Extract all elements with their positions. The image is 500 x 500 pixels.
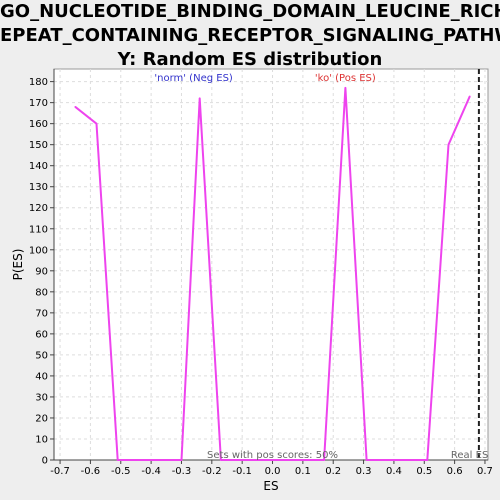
x-tick-label: -0.7 xyxy=(50,466,70,477)
chart-title: GO_NUCLEOTIDE_BINDING_DOMAIN_LEUCINE_RIC… xyxy=(0,0,500,72)
series-line xyxy=(74,86,471,461)
y-tick-label: 90 xyxy=(35,266,48,277)
data-point xyxy=(387,459,389,461)
x-tick-label: -0.1 xyxy=(232,466,252,477)
y-tick-label: 110 xyxy=(29,224,48,235)
y-tick-label: 100 xyxy=(29,245,48,256)
title-line-3: Y: Random ES distribution xyxy=(117,49,383,70)
y-axis: 0 10 20 30 40 50 60 70 80 90 100 110 120 130 140 150 160… xyxy=(29,69,55,467)
x-axis-label: ES xyxy=(263,479,278,493)
data-point xyxy=(116,459,119,461)
x-axis: -0.7 -0.6 -0.5 -0.4 -0.3 -0.2 -0.1 0.0 0.1 0.2 0.3… xyxy=(50,459,493,477)
data-point xyxy=(408,459,410,461)
data-point xyxy=(323,459,325,461)
data-point xyxy=(344,87,347,89)
data-point xyxy=(95,122,98,125)
series-layer xyxy=(74,86,471,461)
x-tick-label: 0.1 xyxy=(295,466,311,477)
data-point xyxy=(198,97,201,100)
pos-es-label: 'ko' (Pos ES) xyxy=(315,73,376,84)
title-line-2: EPEAT_CONTAINING_RECEPTOR_SIGNALING_PATH… xyxy=(0,25,500,46)
x-tick-label: 0.0 xyxy=(265,466,281,477)
y-axis-label: P(ES) xyxy=(11,249,25,281)
data-point xyxy=(220,459,222,461)
y-tick-label: 170 xyxy=(29,98,48,109)
y-tick-label: 120 xyxy=(29,203,48,214)
x-tick-label: 0.4 xyxy=(386,466,402,477)
data-point xyxy=(74,106,77,108)
neg-es-label: 'norm' (Neg ES) xyxy=(154,73,233,84)
x-tick-label: 0.5 xyxy=(416,466,432,477)
y-tick-label: 160 xyxy=(29,119,48,130)
y-tick-label: 130 xyxy=(29,182,48,193)
x-tick-label: 0.2 xyxy=(325,466,341,477)
x-tick-label: -0.3 xyxy=(172,466,192,477)
y-tick-label: 40 xyxy=(35,371,48,382)
data-point xyxy=(135,459,137,461)
y-tick-label: 0 xyxy=(42,456,48,467)
y-tick-label: 180 xyxy=(29,77,48,88)
pos-scores-note: Sets with pos scores: 50% xyxy=(207,450,338,461)
y-tick-label: 80 xyxy=(35,287,48,298)
real-es-label: Real ES xyxy=(451,450,488,461)
data-point xyxy=(468,95,471,98)
y-tick-label: 30 xyxy=(35,392,48,403)
y-tick-label: 60 xyxy=(35,329,48,340)
y-tick-label: 70 xyxy=(35,308,48,319)
data-point xyxy=(426,459,429,461)
data-point xyxy=(180,459,183,461)
title-line-1: GO_NUCLEOTIDE_BINDING_DOMAIN_LEUCINE_RIC… xyxy=(0,1,500,22)
y-tick-label: 50 xyxy=(35,350,48,361)
data-point xyxy=(159,459,162,461)
x-tick-label: 0.3 xyxy=(356,466,372,477)
x-tick-label: -0.5 xyxy=(111,466,131,477)
y-tick-label: 140 xyxy=(29,161,48,172)
x-tick-label: -0.4 xyxy=(141,466,161,477)
x-tick-label: 0.7 xyxy=(477,466,493,477)
x-tick-label: -0.6 xyxy=(81,466,101,477)
y-tick-label: 20 xyxy=(35,413,48,424)
y-tick-label: 150 xyxy=(29,140,48,151)
x-tick-label: -0.2 xyxy=(202,466,222,477)
data-point xyxy=(447,143,450,146)
data-point xyxy=(365,459,368,461)
plot-area xyxy=(53,68,489,461)
x-tick-label: 0.6 xyxy=(447,466,463,477)
y-tick-label: 10 xyxy=(35,434,48,445)
